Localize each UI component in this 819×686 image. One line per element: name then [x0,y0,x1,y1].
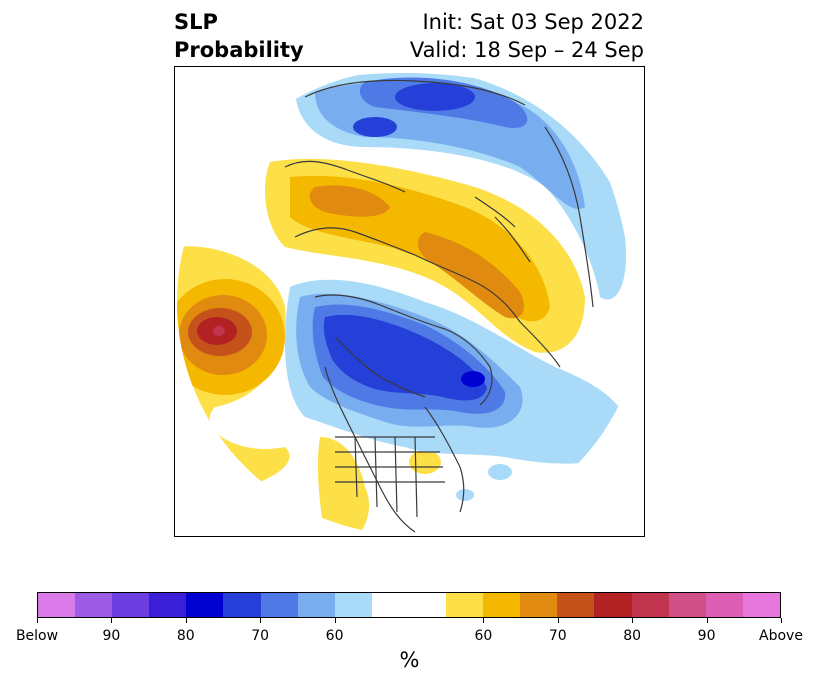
colorbar-segment [594,593,632,617]
colorbar-segment [334,593,372,617]
map-title: SLP Probability [174,8,304,64]
colorbar-segment [149,593,187,617]
colorbar-tick-mark [483,618,485,623]
colorbar-segment [260,593,298,617]
colorbar-tick-mark [706,618,708,623]
colorbar-tick-mark [557,618,559,623]
colorbar-segment [408,593,447,617]
init-date: Init: Sat 03 Sep 2022 [422,10,644,34]
colorbar-tick-label: 90 [102,628,121,644]
below-arctic-core [323,314,487,401]
colorbar-segment [742,593,780,617]
colorbar-segment [75,593,113,617]
colorbar-tick-mark [185,618,187,623]
colorbar-segment [446,593,484,617]
probability-field [177,69,643,535]
below-scand-core [353,117,397,137]
colorbar-segment [38,593,76,617]
colorbar-tick-mark [260,618,262,623]
colorbar-segment [112,593,150,617]
title-quantity: Probability [174,38,304,62]
polar-map [174,66,645,537]
map-svg [177,69,643,535]
colorbar-segment [371,593,409,617]
colorbar-tick-label: 70 [251,628,270,644]
below-blob-1 [456,489,474,501]
colorbar-tick-mark [781,618,782,623]
colorbar-tick-label: 90 [697,628,716,644]
map-dates: Init: Sat 03 Sep 2022 Valid: 18 Sep – 24… [410,8,644,64]
colorbar-segment [705,593,743,617]
colorbar-segment [631,593,669,617]
colorbar-tick-label: 80 [176,628,195,644]
above-us-east [409,450,441,474]
above-pacific-center [213,326,225,336]
title-variable: SLP [174,10,218,34]
colorbar-tick-mark [111,618,113,623]
below-blob-2 [488,464,512,480]
colorbar-tick-label: Above [759,628,803,644]
colorbar-segment [520,593,558,617]
colorbar-tick-label: 60 [474,628,493,644]
colorbar-tick-mark [37,618,38,623]
colorbar-tick-label: 80 [623,628,642,644]
colorbar-segment [668,593,706,617]
colorbar-tick-label: Below [15,628,59,644]
colorbar [37,592,781,618]
valid-range: Valid: 18 Sep – 24 Sep [409,38,644,62]
colorbar-segment [297,593,335,617]
colorbar-tick-mark [632,618,634,623]
colorbar-tick-mark [334,618,336,623]
colorbar-unit: % [399,648,420,672]
colorbar-segment [483,593,521,617]
colorbar-segment [557,593,595,617]
colorbar-segment [223,593,261,617]
colorbar-tick-label: 70 [548,628,567,644]
above-peak-europe [309,185,390,217]
colorbar-segment [186,593,224,617]
below-europe-peak [395,83,475,111]
below-baffin-peak [461,371,485,387]
colorbar-tick-label: 60 [325,628,344,644]
